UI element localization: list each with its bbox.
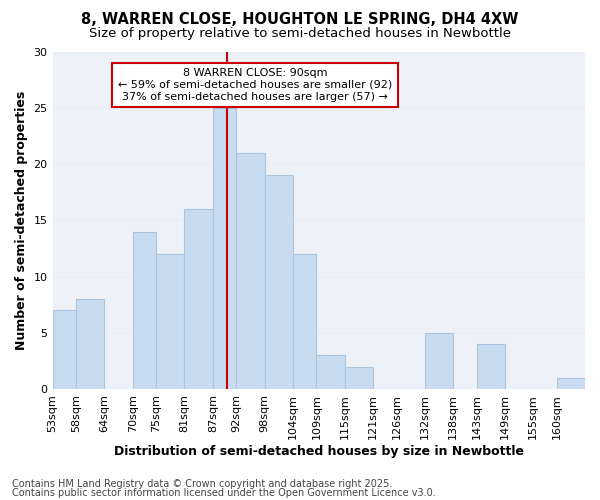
Bar: [76, 299, 104, 389]
Text: Contains HM Land Registry data © Crown copyright and database right 2025.: Contains HM Land Registry data © Crown c…: [12, 479, 392, 489]
Bar: [53, 310, 76, 389]
Text: Size of property relative to semi-detached houses in Newbottle: Size of property relative to semi-detach…: [89, 28, 511, 40]
Text: 8 WARREN CLOSE: 90sqm
← 59% of semi-detached houses are smaller (92)
37% of semi: 8 WARREN CLOSE: 90sqm ← 59% of semi-deta…: [118, 68, 392, 102]
Bar: [184, 209, 213, 389]
Bar: [265, 176, 293, 389]
Text: Contains public sector information licensed under the Open Government Licence v3: Contains public sector information licen…: [12, 488, 436, 498]
Y-axis label: Number of semi-detached properties: Number of semi-detached properties: [15, 90, 28, 350]
Bar: [156, 254, 184, 389]
Bar: [476, 344, 505, 389]
Bar: [425, 333, 453, 389]
Bar: [213, 108, 236, 389]
Bar: [344, 366, 373, 389]
Bar: [236, 153, 265, 389]
Bar: [316, 356, 344, 389]
Text: 8, WARREN CLOSE, HOUGHTON LE SPRING, DH4 4XW: 8, WARREN CLOSE, HOUGHTON LE SPRING, DH4…: [82, 12, 518, 28]
Bar: [557, 378, 585, 389]
X-axis label: Distribution of semi-detached houses by size in Newbottle: Distribution of semi-detached houses by …: [114, 444, 524, 458]
Bar: [293, 254, 316, 389]
Bar: [133, 232, 156, 389]
